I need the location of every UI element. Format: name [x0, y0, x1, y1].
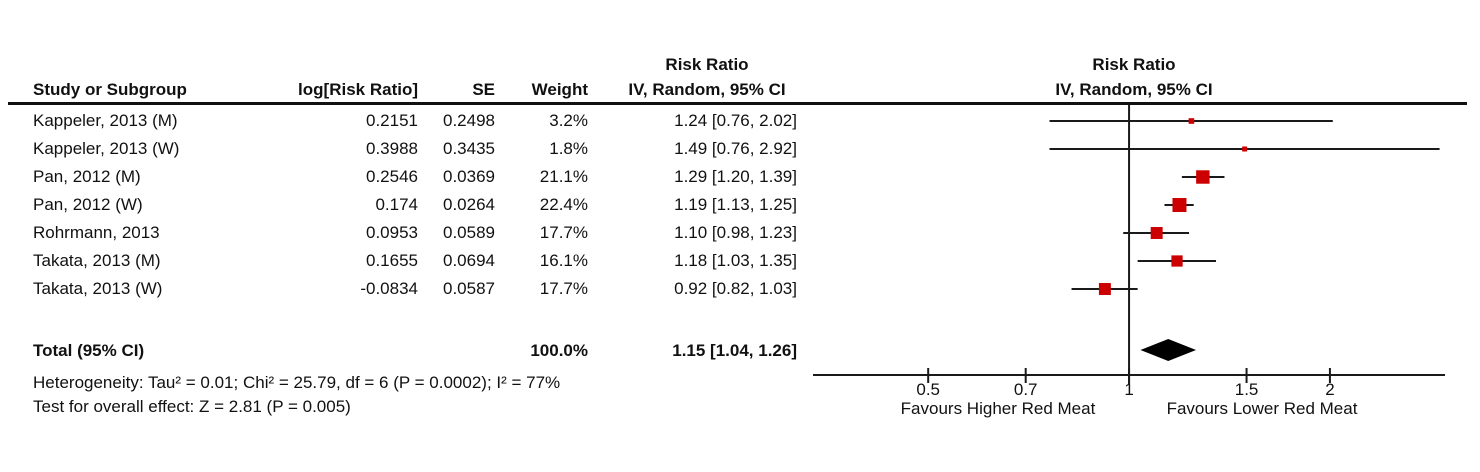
table-row: Pan, 2012 (M) 0.2546 0.0369 21.1% 1.29 [1.20… [0, 164, 830, 190]
plot-header-risk-ratio: Risk Ratio [1092, 55, 1176, 74]
favours-right-label: Favours Lower Red Meat [1166, 399, 1358, 418]
cell-rr_ci: 1.29 [1.20, 1.39] [674, 167, 797, 186]
total-ci: 1.15 [1.04, 1.26] [672, 341, 797, 360]
effect-marker [1196, 170, 1210, 184]
cell-se: 0.3435 [443, 139, 495, 158]
cell-rr_ci: 1.10 [0.98, 1.23] [674, 223, 797, 242]
cell-study: Pan, 2012 (M) [33, 167, 141, 186]
cell-rr_ci: 0.92 [0.82, 1.03] [674, 279, 797, 298]
cell-se: 0.0369 [443, 167, 495, 186]
cell-se: 0.0587 [443, 279, 495, 298]
cell-se: 0.0694 [443, 251, 495, 270]
cell-weight: 16.1% [539, 251, 588, 270]
col-header-risk-ratio-line2: IV, Random, 95% CI [628, 80, 786, 99]
favours-left-label: Favours Higher Red Meat [900, 399, 1096, 418]
axis-tick-label: 0.7 [1014, 380, 1038, 399]
heterogeneity-text: Heterogeneity: Tau² = 0.01; Chi² = 25.79… [33, 373, 561, 392]
cell-study: Kappeler, 2013 (W) [33, 139, 180, 158]
cell-log_rr: 0.1655 [366, 251, 418, 270]
table-row: Takata, 2013 (W) -0.0834 0.0587 17.7% 0.92 [… [0, 276, 830, 302]
cell-log_rr: 0.0953 [366, 223, 418, 242]
cell-se: 0.2498 [443, 111, 495, 130]
cell-rr_ci: 1.18 [1.03, 1.35] [674, 251, 797, 270]
table-row: Kappeler, 2013 (M) 0.2151 0.2498 3.2% 1.24 [… [0, 108, 830, 134]
col-header-weight: Weight [531, 80, 588, 99]
cell-weight: 21.1% [539, 167, 588, 186]
effect-marker [1171, 255, 1183, 267]
effect-marker [1150, 227, 1163, 239]
cell-rr_ci: 1.24 [0.76, 2.02] [674, 111, 797, 130]
effect-marker [1242, 146, 1248, 152]
cell-study: Takata, 2013 (W) [33, 279, 163, 298]
cell-rr_ci: 1.19 [1.13, 1.25] [674, 195, 797, 214]
effect-marker [1188, 118, 1195, 124]
cell-log_rr: 0.174 [375, 195, 418, 214]
cell-log_rr: 0.2546 [366, 167, 418, 186]
cell-se: 0.0589 [443, 223, 495, 242]
cell-study: Kappeler, 2013 (M) [33, 111, 178, 130]
effect-marker [1172, 198, 1187, 212]
cell-weight: 22.4% [539, 195, 588, 214]
cell-study: Takata, 2013 (M) [33, 251, 161, 270]
cell-weight: 3.2% [549, 111, 588, 130]
cell-weight: 1.8% [549, 139, 588, 158]
cell-se: 0.0264 [443, 195, 495, 214]
col-header-risk-ratio-line1: Risk Ratio [665, 55, 749, 74]
axis-tick-label: 1.5 [1235, 380, 1259, 399]
total-weight: 100.0% [530, 341, 588, 360]
axis-tick-label: 1 [1124, 380, 1133, 399]
cell-log_rr: -0.0834 [360, 279, 418, 298]
effect-marker [1098, 283, 1111, 295]
cell-rr_ci: 1.49 [0.76, 2.92] [674, 139, 797, 158]
cell-log_rr: 0.3988 [366, 139, 418, 158]
axis-tick-label: 0.5 [916, 380, 940, 399]
cell-weight: 17.7% [539, 279, 588, 298]
cell-weight: 17.7% [539, 223, 588, 242]
cell-study: Rohrmann, 2013 [33, 223, 160, 242]
cell-study: Pan, 2012 (W) [33, 195, 143, 214]
table-row: Takata, 2013 (M) 0.1655 0.0694 16.1% 1.18 [1… [0, 248, 830, 274]
col-header-se: SE [472, 80, 495, 99]
table-row: Pan, 2012 (W) 0.174 0.0264 22.4% 1.19 [1.13,… [0, 192, 830, 218]
overall-effect-text: Test for overall effect: Z = 2.81 (P = 0… [33, 397, 351, 416]
total-row: Total (95% CI) 100.0% 1.15 [1.04, 1.26] [0, 338, 830, 364]
pooled-diamond [1140, 339, 1197, 361]
col-header-log-risk-ratio: log[Risk Ratio] [298, 80, 418, 99]
total-label: Total (95% CI) [33, 341, 145, 360]
axis-tick-label: 2 [1325, 380, 1334, 399]
header-rule [8, 102, 1467, 105]
cell-log_rr: 0.2151 [366, 111, 418, 130]
table-row: Rohrmann, 2013 0.0953 0.0589 17.7% 1.10 [0.9… [0, 220, 830, 246]
table-row: Kappeler, 2013 (W) 0.3988 0.3435 1.8% 1.49 [… [0, 136, 830, 162]
col-header-study: Study or Subgroup [33, 80, 187, 99]
plot-header-method: IV, Random, 95% CI [1055, 80, 1213, 99]
